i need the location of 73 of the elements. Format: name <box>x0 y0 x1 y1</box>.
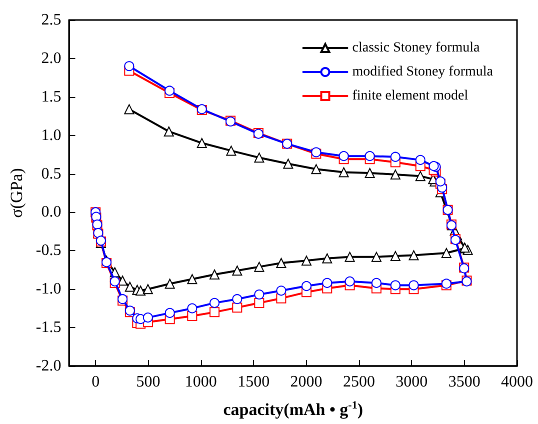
point <box>232 266 242 276</box>
x-tick-label: 500 <box>136 374 160 390</box>
point <box>338 151 349 162</box>
x-tick-label: 2500 <box>342 374 375 390</box>
x-tick-label: 3500 <box>448 374 480 390</box>
point <box>142 312 153 323</box>
point <box>344 252 355 262</box>
legend-label: classic Stoney formula <box>352 40 481 56</box>
x-tick-label: 1500 <box>238 374 270 390</box>
point <box>276 286 286 296</box>
point <box>322 278 332 288</box>
point <box>301 256 312 266</box>
point <box>254 289 264 300</box>
point <box>338 167 349 178</box>
point <box>311 164 322 174</box>
point <box>390 170 400 180</box>
y-tick-label: 1.0 <box>41 126 62 144</box>
point <box>187 274 198 284</box>
x-tick-label: 0 <box>92 374 100 390</box>
point <box>364 168 375 178</box>
point <box>164 126 174 136</box>
y-tick-label: -2.0 <box>36 358 62 374</box>
point <box>283 158 294 169</box>
point <box>232 294 242 304</box>
x-tick-label: 3000 <box>396 374 428 390</box>
y-tick-label: 2.5 <box>41 12 62 28</box>
point <box>124 61 134 72</box>
point <box>254 152 264 163</box>
y-axis-title: σ(GPa) <box>7 168 26 218</box>
point <box>164 278 175 289</box>
point <box>187 303 198 314</box>
point <box>390 251 400 262</box>
point <box>164 308 175 318</box>
point <box>210 298 220 308</box>
y-tick-label: 2.0 <box>41 50 62 67</box>
point <box>408 280 419 290</box>
point <box>371 278 382 288</box>
point <box>232 302 242 313</box>
point <box>415 154 426 165</box>
point <box>408 250 419 260</box>
y-tick-label: 0.0 <box>41 204 62 221</box>
point <box>276 258 286 268</box>
legend-label: finite element model <box>352 88 468 104</box>
y-tick-label: 1.5 <box>41 88 62 106</box>
point <box>196 138 207 148</box>
point <box>124 104 134 114</box>
x-tick-label: 4000 <box>501 374 533 390</box>
point <box>136 286 146 296</box>
point <box>164 86 175 96</box>
point <box>226 146 236 156</box>
y-tick-label: 0.5 <box>41 165 62 182</box>
y-tick-label: -0.5 <box>36 242 62 260</box>
point <box>322 253 332 264</box>
point <box>435 176 446 186</box>
point <box>364 151 375 162</box>
point <box>254 298 264 308</box>
x-tick-label: 1000 <box>184 374 217 390</box>
legend-label: modified Stoney formula <box>352 64 494 80</box>
point <box>210 270 220 280</box>
point <box>441 248 452 258</box>
point <box>390 152 400 162</box>
point <box>142 284 153 294</box>
point <box>415 171 426 182</box>
y-tick-label: -1.0 <box>36 280 62 298</box>
point <box>254 262 264 272</box>
point <box>124 282 135 292</box>
point <box>390 280 400 290</box>
point <box>302 281 312 292</box>
x-tick-label: 2000 <box>290 374 322 390</box>
point <box>371 252 382 262</box>
point <box>344 276 355 286</box>
y-tick-label: -1.5 <box>36 319 62 336</box>
point <box>210 307 220 318</box>
